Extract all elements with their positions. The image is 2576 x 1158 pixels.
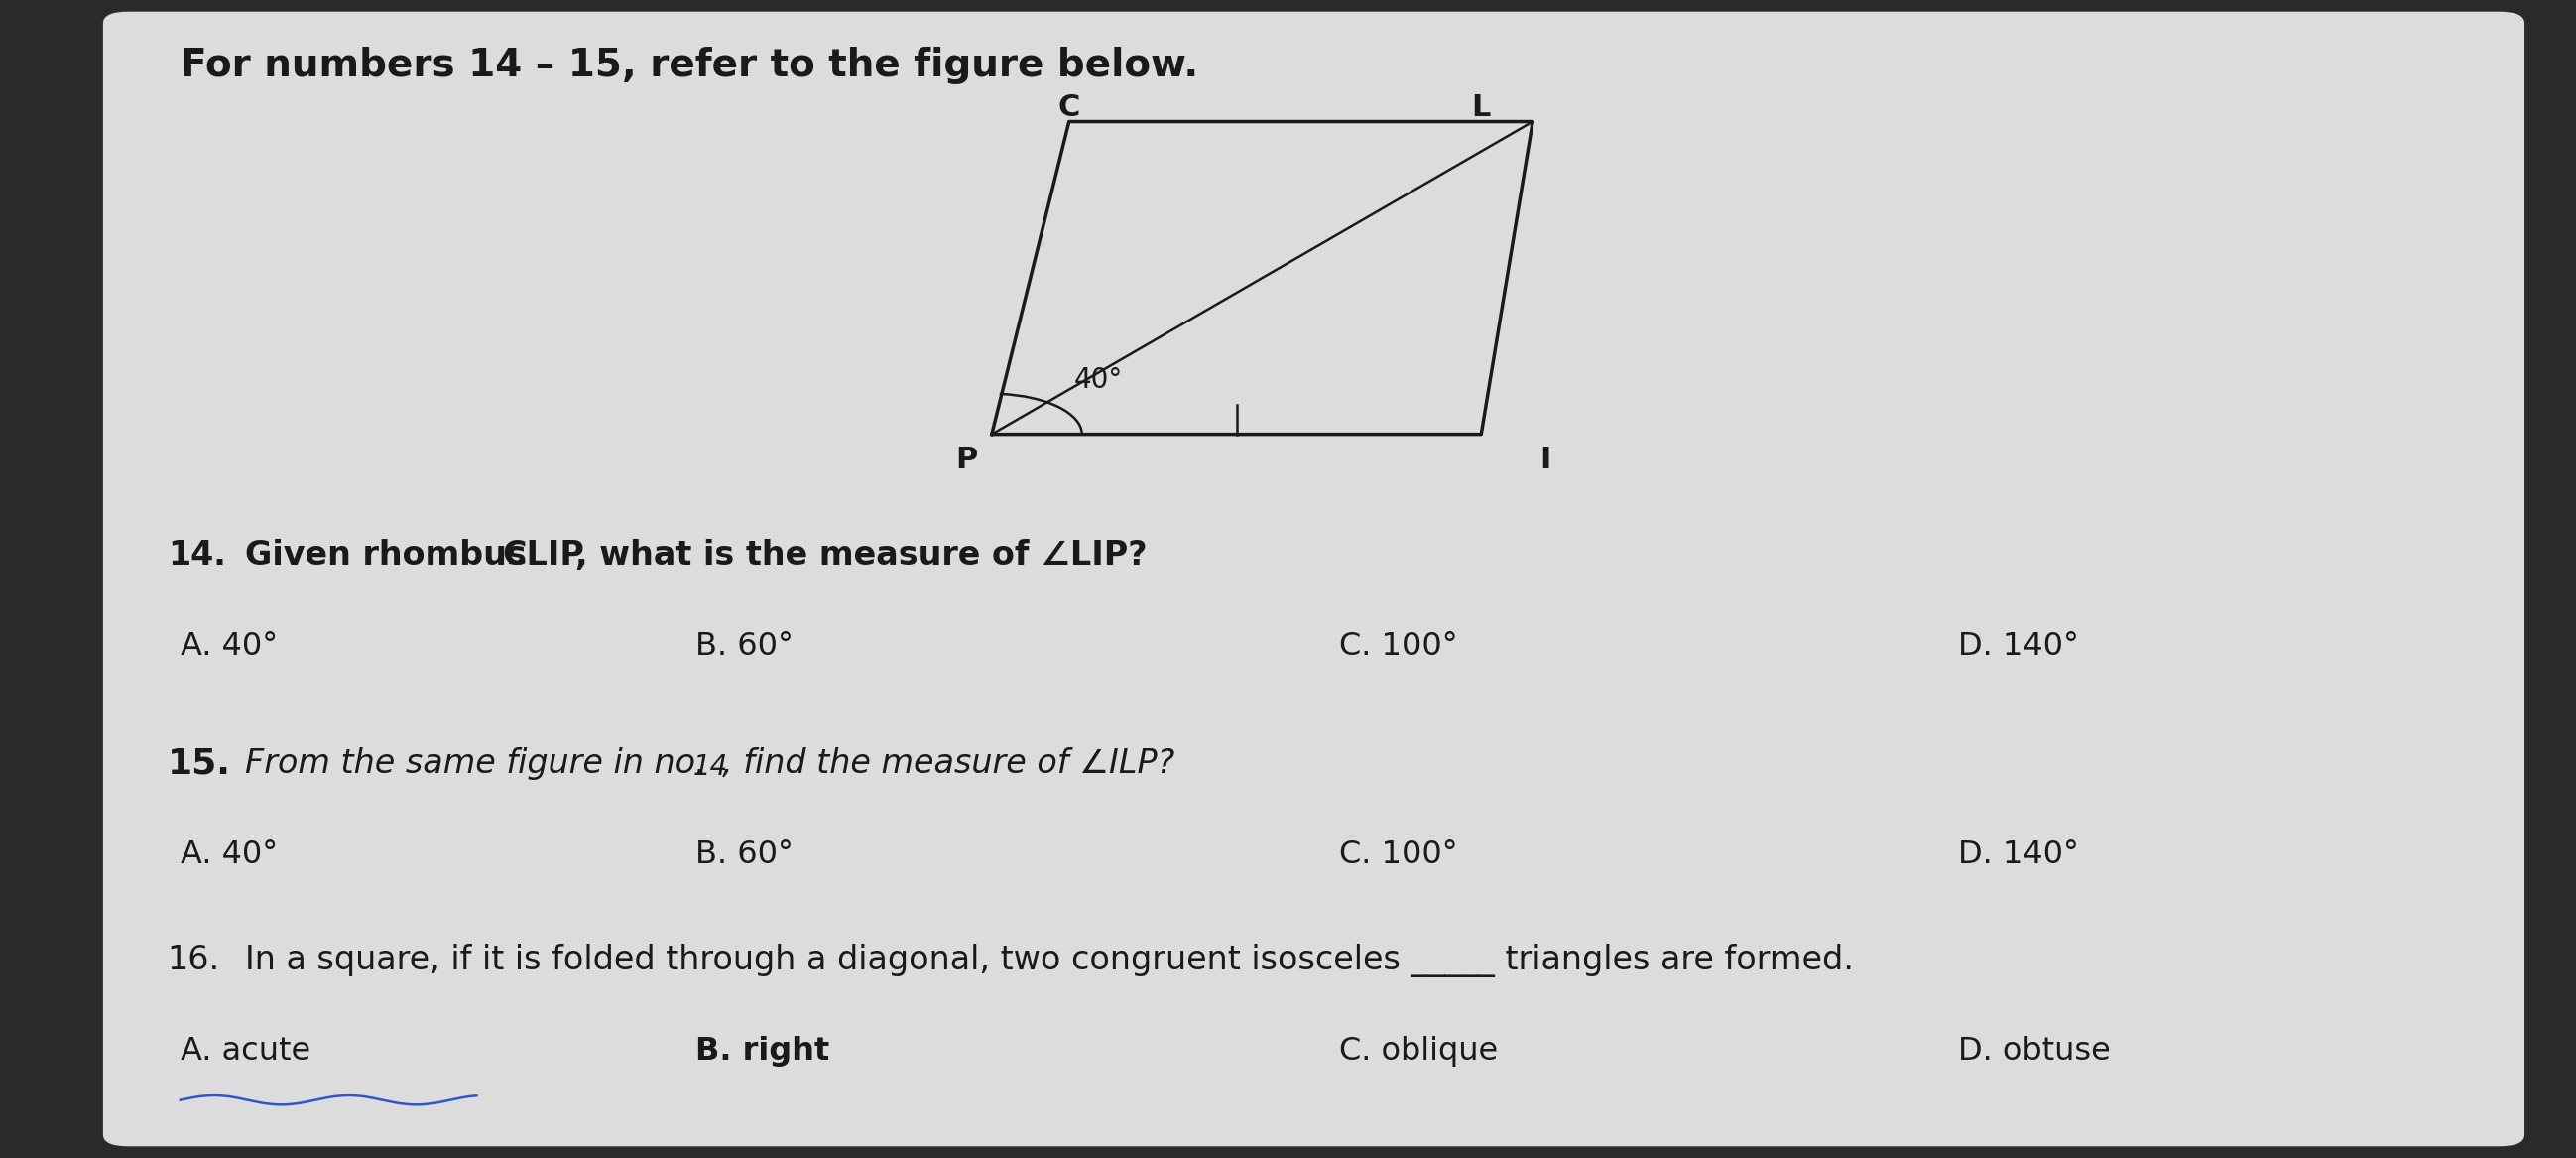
Text: In a square, if it is folded through a diagonal, two congruent isosceles _____ t: In a square, if it is folded through a d…	[245, 944, 1855, 977]
Text: , find the measure of ∠ILP?: , find the measure of ∠ILP?	[721, 747, 1175, 779]
Text: A. 40°: A. 40°	[180, 631, 278, 662]
Text: C. oblique: C. oblique	[1340, 1036, 1499, 1068]
Text: 40°: 40°	[1074, 366, 1123, 394]
Text: A. 40°: A. 40°	[180, 840, 278, 871]
Text: C: C	[1059, 93, 1079, 122]
Text: B. 60°: B. 60°	[696, 840, 793, 871]
Text: , what is the measure of ∠LIP?: , what is the measure of ∠LIP?	[574, 538, 1146, 571]
Text: L: L	[1471, 93, 1492, 122]
Text: For numbers 14 – 15, refer to the figure below.: For numbers 14 – 15, refer to the figure…	[180, 46, 1198, 85]
Text: Given rhombus: Given rhombus	[245, 538, 538, 571]
Text: B. right: B. right	[696, 1036, 829, 1068]
Text: C. 100°: C. 100°	[1340, 631, 1458, 662]
Text: CLIP: CLIP	[502, 538, 585, 571]
Text: I: I	[1540, 446, 1551, 475]
Text: B. 60°: B. 60°	[696, 631, 793, 662]
Text: A. acute: A. acute	[180, 1036, 312, 1068]
Text: C. 100°: C. 100°	[1340, 840, 1458, 871]
FancyBboxPatch shape	[103, 12, 2524, 1146]
Text: D. 140°: D. 140°	[1958, 631, 2079, 662]
Text: D. obtuse: D. obtuse	[1958, 1036, 2110, 1068]
Text: 16.: 16.	[167, 944, 222, 976]
Text: P: P	[956, 446, 976, 475]
Text: 15.: 15.	[167, 747, 232, 780]
Text: 14: 14	[693, 753, 726, 780]
Text: D. 140°: D. 140°	[1958, 840, 2079, 871]
Text: From the same figure in no.: From the same figure in no.	[245, 747, 706, 779]
Text: 14.: 14.	[167, 538, 227, 571]
